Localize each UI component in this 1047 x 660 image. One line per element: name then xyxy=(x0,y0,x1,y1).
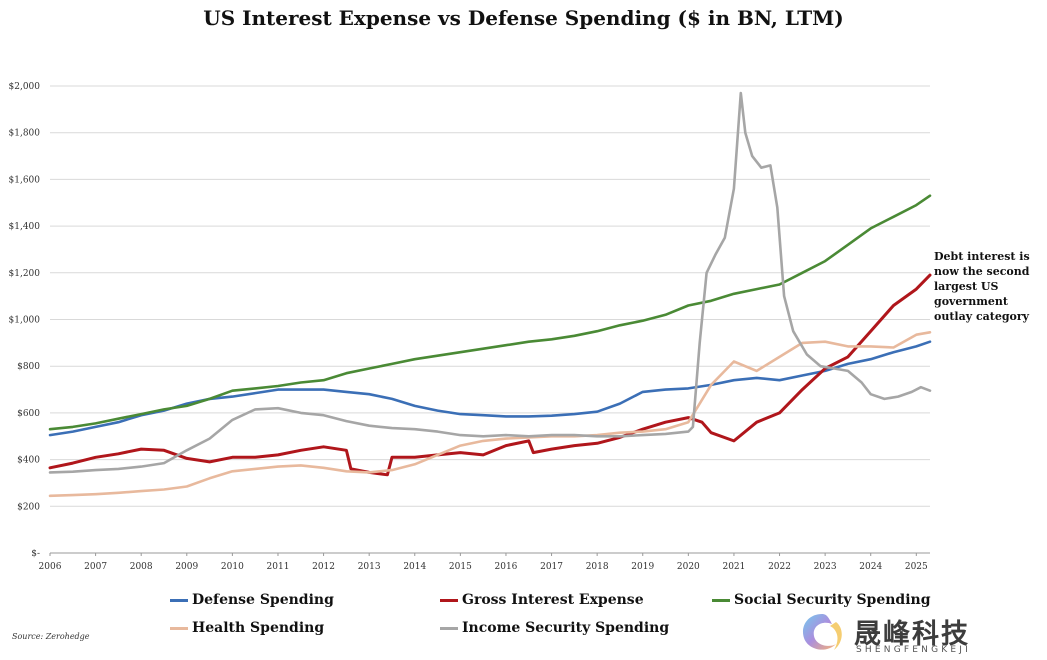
axes: $- $200 $400 $600 $800 $1,000 $1,200 $1,400 $1,6… xyxy=(9,82,930,572)
gridlines xyxy=(50,85,930,554)
series-line-defense-spending xyxy=(48,340,932,437)
legend-label: Health Spending xyxy=(192,620,325,636)
legend-label: Social Security Spending xyxy=(734,592,931,608)
legend-label: Gross Interest Expense xyxy=(462,592,644,608)
y-tick-label: $- xyxy=(31,549,40,559)
x-tick-label: 2014 xyxy=(403,562,426,572)
x-tick-label: 2022 xyxy=(768,562,791,572)
legend-swatch xyxy=(440,598,458,602)
y-tick-label: $1,000 xyxy=(9,316,41,326)
legend-swatch xyxy=(440,626,458,630)
y-tick-label: $600 xyxy=(17,409,40,419)
debt-interest-annotation: Debt interest is now the second largest … xyxy=(934,250,1030,323)
x-tick-label: 2021 xyxy=(722,562,745,572)
legend-label: Income Security Spending xyxy=(462,620,670,636)
x-tick-label: 2008 xyxy=(130,562,153,572)
series-lines xyxy=(48,91,932,498)
x-tick-label: 2010 xyxy=(221,562,244,572)
x-tick-label: 2007 xyxy=(84,562,107,572)
y-tick-label: $1,200 xyxy=(9,269,41,279)
watermark-english-text: SHENGFENGKEJI xyxy=(856,645,971,655)
legend-label: Defense Spending xyxy=(192,592,334,608)
y-tick-label: $2,000 xyxy=(9,82,41,92)
x-tick-label: 2011 xyxy=(267,562,290,572)
y-tick-label: $800 xyxy=(17,362,40,372)
series-line-gross-interest-expense xyxy=(48,273,932,477)
x-tick-label: 2017 xyxy=(540,562,563,572)
line-chart: $- $200 $400 $600 $800 $1,000 $1,200 $1,400 $1,6… xyxy=(9,82,932,572)
watermark-logo: 晟峰科技 SHENGFENGKEJI xyxy=(796,608,1036,658)
x-tick-label: 2020 xyxy=(677,562,700,572)
legend-item: Social Security Spending xyxy=(712,592,931,608)
x-tick-label: 2009 xyxy=(175,562,198,572)
y-tick-label: $400 xyxy=(17,456,40,466)
x-tick-label: 2006 xyxy=(39,562,62,572)
legend-item: Gross Interest Expense xyxy=(440,592,644,608)
legend-item: Health Spending xyxy=(170,620,324,636)
y-tick-label: $200 xyxy=(17,502,40,512)
series-line-health-spending xyxy=(48,330,932,498)
legend-swatch xyxy=(170,626,188,630)
x-tick-label: 2024 xyxy=(859,562,882,572)
x-tick-label: 2015 xyxy=(449,562,472,572)
swirl-logo-icon xyxy=(802,614,842,650)
y-tick-label: $1,800 xyxy=(9,129,41,139)
legend-item: Income Security Spending xyxy=(440,620,669,636)
x-tick-label: 2019 xyxy=(631,562,654,572)
x-tick-label: 2016 xyxy=(495,562,518,572)
legend-item: Defense Spending xyxy=(170,592,334,608)
series-line-social-security-spending xyxy=(48,194,932,431)
x-tick-label: 2012 xyxy=(312,562,335,572)
legend-swatch xyxy=(170,598,188,602)
series-line-income-security-spending xyxy=(48,91,932,474)
source-note: Source: Zerohedge xyxy=(12,632,90,641)
legend-swatch xyxy=(712,598,730,602)
y-tick-label: $1,400 xyxy=(9,222,41,232)
chart-title: US Interest Expense vs Defense Spending … xyxy=(203,6,844,30)
watermark-chinese-text: 晟峰科技 xyxy=(854,619,970,650)
x-tick-label: 2025 xyxy=(905,562,928,572)
x-tick-label: 2018 xyxy=(586,562,609,572)
y-tick-label: $1,600 xyxy=(9,175,41,185)
x-tick-label: 2023 xyxy=(814,562,837,572)
x-tick-label: 2013 xyxy=(358,562,381,572)
